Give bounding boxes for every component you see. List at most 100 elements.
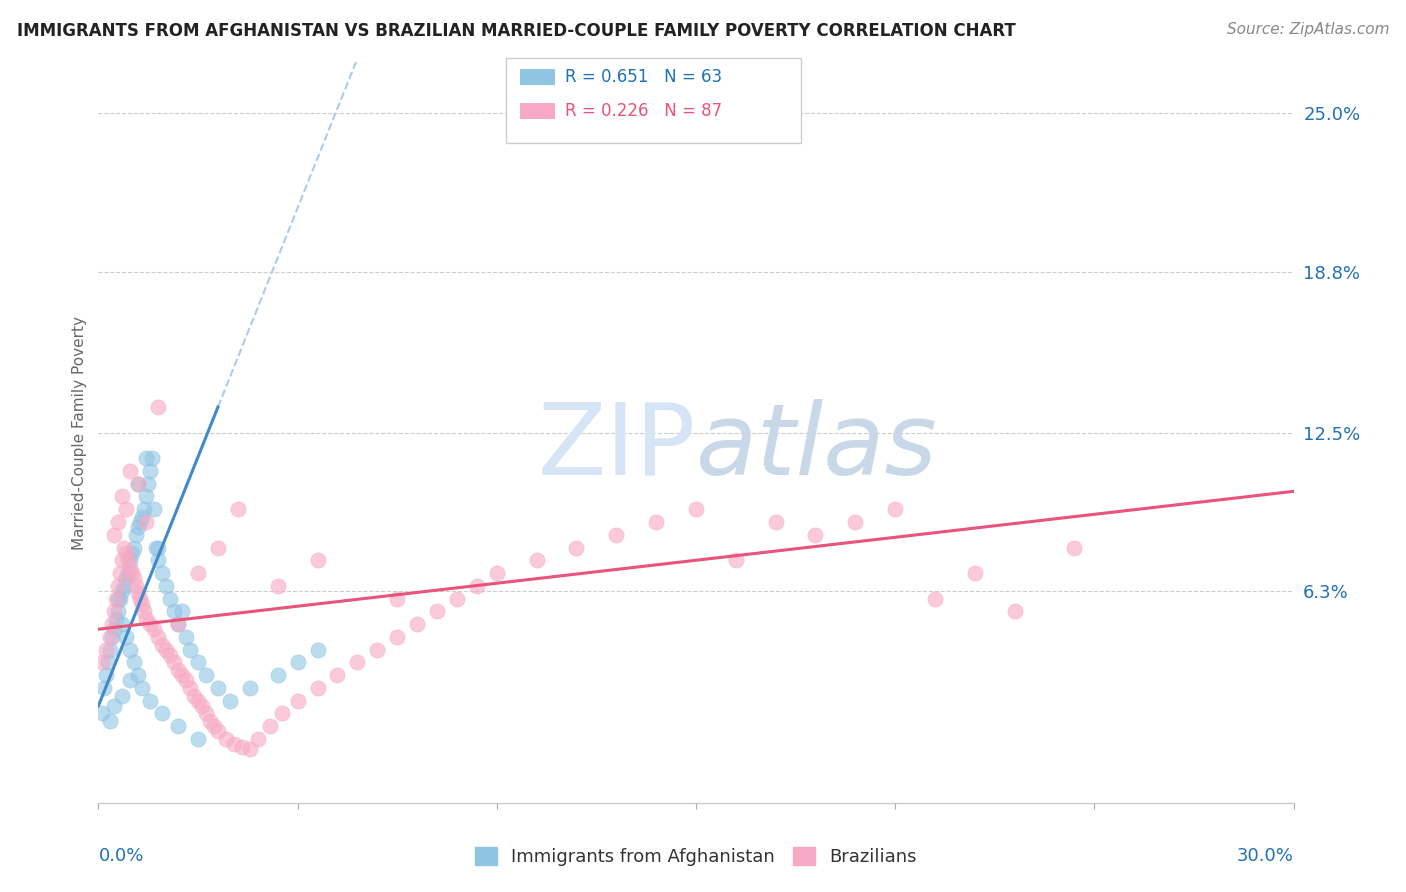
Point — [135, 451, 157, 466]
Point — [215, 731, 238, 746]
Point — [98, 642, 122, 657]
Text: ZIP: ZIP — [537, 399, 696, 496]
Point — [1004, 604, 1026, 618]
Point — [172, 604, 194, 618]
Point — [101, 630, 124, 644]
Point — [167, 617, 190, 632]
Point — [124, 656, 146, 670]
Point — [111, 553, 134, 567]
Point — [565, 541, 588, 555]
Point — [103, 698, 125, 713]
Point — [1063, 541, 1085, 555]
Point — [219, 694, 242, 708]
Point — [134, 502, 156, 516]
Point — [135, 490, 157, 504]
Point — [605, 527, 627, 541]
Point — [307, 642, 329, 657]
Point — [287, 694, 309, 708]
Point — [115, 502, 138, 516]
Point — [207, 681, 229, 695]
Point — [143, 622, 166, 636]
Point — [129, 591, 152, 606]
Point — [124, 541, 146, 555]
Point — [127, 668, 149, 682]
Point — [150, 566, 173, 580]
Point — [924, 591, 946, 606]
Point — [385, 630, 409, 644]
Point — [110, 591, 132, 606]
Point — [884, 502, 907, 516]
Point — [167, 617, 190, 632]
Point — [198, 714, 221, 728]
Point — [139, 694, 162, 708]
Point — [163, 604, 186, 618]
Point — [195, 668, 218, 682]
Point — [179, 681, 201, 695]
Point — [115, 571, 138, 585]
Point — [120, 673, 142, 688]
Point — [136, 476, 159, 491]
Point — [143, 502, 166, 516]
Point — [115, 546, 138, 560]
Point — [148, 400, 170, 414]
Point — [97, 656, 120, 670]
Point — [167, 719, 190, 733]
Text: R = 0.226   N = 87: R = 0.226 N = 87 — [565, 102, 723, 120]
Point — [96, 668, 118, 682]
Point — [111, 583, 134, 598]
Point — [96, 642, 118, 657]
Point — [187, 566, 209, 580]
Point — [685, 502, 707, 516]
Point — [91, 656, 114, 670]
Point — [121, 546, 143, 560]
Point — [111, 617, 134, 632]
Text: 0.0%: 0.0% — [98, 847, 143, 865]
Point — [187, 656, 209, 670]
Point — [239, 742, 262, 756]
Point — [120, 553, 142, 567]
Point — [120, 642, 142, 657]
Point — [105, 612, 128, 626]
Point — [131, 509, 153, 524]
Point — [179, 642, 201, 657]
Point — [187, 731, 209, 746]
Point — [124, 571, 146, 585]
Point — [110, 566, 132, 580]
Point — [202, 719, 225, 733]
Point — [159, 591, 181, 606]
Point — [159, 648, 181, 662]
Point — [207, 541, 229, 555]
Point — [172, 668, 194, 682]
Point — [103, 622, 125, 636]
Point — [385, 591, 409, 606]
Point — [150, 706, 173, 721]
Point — [844, 515, 866, 529]
Point — [101, 617, 124, 632]
Point — [239, 681, 262, 695]
Point — [107, 579, 129, 593]
Point — [155, 579, 177, 593]
Text: R = 0.651   N = 63: R = 0.651 N = 63 — [565, 68, 723, 86]
Text: atlas: atlas — [696, 399, 938, 496]
Point — [195, 706, 218, 721]
Point — [129, 515, 152, 529]
Point — [724, 553, 747, 567]
Text: IMMIGRANTS FROM AFGHANISTAN VS BRAZILIAN MARRIED-COUPLE FAMILY POVERTY CORRELATI: IMMIGRANTS FROM AFGHANISTAN VS BRAZILIAN… — [17, 22, 1015, 40]
Point — [259, 719, 281, 733]
Point — [270, 706, 292, 721]
Point — [183, 689, 205, 703]
Point — [141, 451, 163, 466]
Point — [287, 656, 309, 670]
Point — [125, 579, 148, 593]
Point — [125, 527, 148, 541]
Point — [112, 541, 135, 555]
Point — [120, 464, 142, 478]
Point — [222, 737, 245, 751]
Point — [131, 597, 153, 611]
Point — [174, 630, 197, 644]
Point — [98, 630, 122, 644]
Point — [207, 724, 229, 739]
Point — [231, 739, 253, 754]
Point — [145, 541, 167, 555]
Point — [127, 520, 149, 534]
